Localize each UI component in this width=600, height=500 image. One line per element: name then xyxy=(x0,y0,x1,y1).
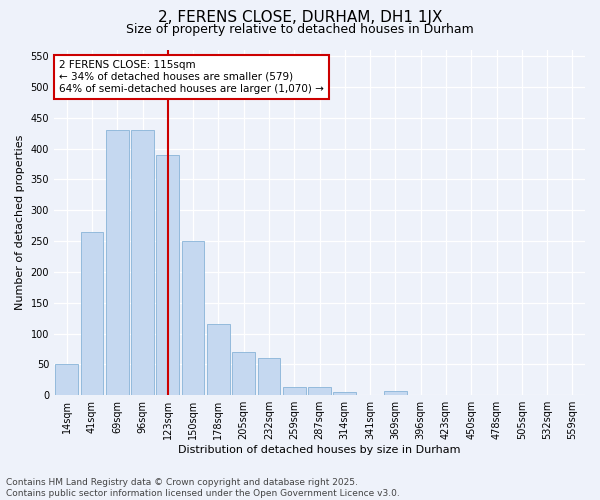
X-axis label: Distribution of detached houses by size in Durham: Distribution of detached houses by size … xyxy=(178,445,461,455)
Bar xyxy=(283,386,305,395)
Bar xyxy=(55,364,78,395)
Text: Contains HM Land Registry data © Crown copyright and database right 2025.
Contai: Contains HM Land Registry data © Crown c… xyxy=(6,478,400,498)
Y-axis label: Number of detached properties: Number of detached properties xyxy=(15,135,25,310)
Bar xyxy=(131,130,154,395)
Text: 2 FERENS CLOSE: 115sqm
← 34% of detached houses are smaller (579)
64% of semi-de: 2 FERENS CLOSE: 115sqm ← 34% of detached… xyxy=(59,60,324,94)
Bar xyxy=(232,352,255,395)
Text: Size of property relative to detached houses in Durham: Size of property relative to detached ho… xyxy=(126,22,474,36)
Bar xyxy=(80,232,103,395)
Bar xyxy=(157,155,179,395)
Bar xyxy=(106,130,128,395)
Bar xyxy=(182,241,205,395)
Bar xyxy=(334,392,356,395)
Bar xyxy=(207,324,230,395)
Text: 2, FERENS CLOSE, DURHAM, DH1 1JX: 2, FERENS CLOSE, DURHAM, DH1 1JX xyxy=(158,10,442,25)
Bar xyxy=(308,386,331,395)
Bar xyxy=(384,391,407,395)
Bar xyxy=(257,358,280,395)
